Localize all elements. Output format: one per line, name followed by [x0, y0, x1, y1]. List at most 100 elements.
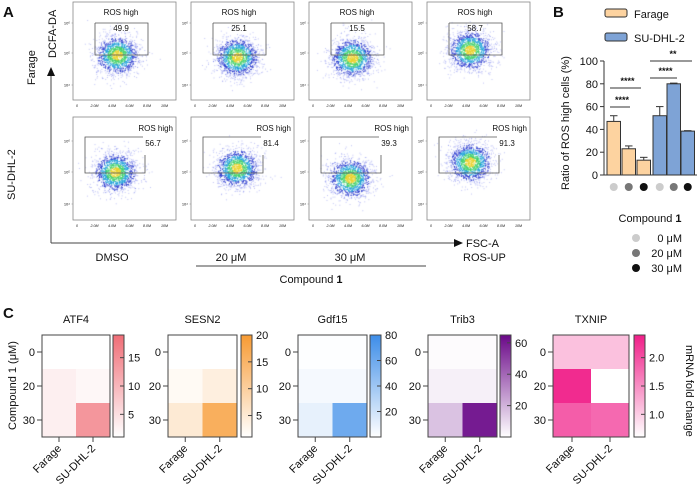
x-tick-label: Farage: [287, 443, 320, 476]
dose-dot: [639, 183, 648, 191]
column-label-dmso: DMSO: [96, 252, 129, 264]
y-tick-label: 30: [23, 415, 35, 427]
y-tick-label: 30: [409, 415, 421, 427]
x-tick-label: 4.0M: [462, 104, 470, 108]
x-tick-label: 8.0M: [261, 104, 269, 108]
y-tick-label: 10⁴: [300, 202, 306, 207]
y-tick-label: 10⁴: [418, 202, 424, 207]
x-tick-label: Farage: [544, 443, 577, 476]
heatmap-cell: [202, 403, 237, 437]
y-tick-label: 100: [580, 56, 598, 68]
heatmap-cell: [42, 335, 76, 369]
heatmap-cell: [76, 403, 110, 437]
bar-chart: 0 20 40 60 80 100 Ratio of ROS high cells (%) F…: [560, 8, 697, 275]
bar: [621, 148, 636, 176]
colorbar-tick-label: 20: [515, 401, 527, 413]
colorbar-tick-label: 60: [515, 338, 527, 350]
heatmap-cell: [168, 403, 203, 437]
y-tick-label: 80: [586, 79, 598, 91]
heatmap-cell: [553, 335, 591, 369]
panel-label-c: C: [3, 305, 14, 322]
heatmap-title: Trib3: [450, 314, 475, 326]
legend-label: SU-DHL-2: [634, 33, 685, 45]
y-tick-label: 10⁴: [182, 202, 188, 207]
x-tick-label: 10M: [279, 104, 286, 108]
y-axis-label: Ratio of ROS high cells (%): [560, 56, 572, 190]
gate: [94, 22, 149, 56]
x-tick-label: 0: [430, 224, 432, 228]
x-tick-label: 8.0M: [497, 104, 505, 108]
y-tick-label: 30: [279, 415, 291, 427]
x-tick-label: 10M: [161, 104, 168, 108]
column-label-30um: 30 μM: [335, 252, 366, 264]
heatmap-cell: [462, 335, 497, 369]
y-tick-label: 0: [415, 347, 421, 359]
heatmap-title: ATF4: [63, 314, 89, 326]
row-label-farage: Farage: [26, 50, 38, 85]
x-tick-label: 2.0M: [208, 104, 217, 108]
gate: [84, 136, 146, 174]
x-tick-label: 8.0M: [379, 104, 387, 108]
legend-label: Farage: [634, 9, 669, 21]
heatmap-cell: [591, 369, 629, 403]
x-tick-label: 2.0M: [208, 224, 217, 228]
gate-label: ROS high: [222, 8, 257, 17]
flow-plots: 10⁶ 10⁵ 10⁴ 0 2.0M 4.0M 6.0M 8.0M 10M ROS high 49.…: [64, 1, 531, 228]
y-tick-label: 0: [29, 347, 35, 359]
y-tick-label: 10⁶: [418, 139, 424, 144]
x-arrow-icon: [454, 239, 463, 247]
flow-plot-frame: [308, 1, 413, 101]
x-tick-label: 10M: [515, 104, 522, 108]
heatmap-cell: [42, 369, 76, 403]
colorbar: [499, 334, 512, 438]
x-tick-label: 0: [194, 104, 196, 108]
x-tick-label: 8.0M: [497, 224, 505, 228]
x-tick-label: 2.0M: [90, 104, 99, 108]
y-axis-label: DCFA-DA: [47, 9, 59, 58]
y-tick-label: 10⁵: [64, 170, 70, 175]
x-tick-label: 2.0M: [326, 104, 335, 108]
x-tick-label: 6.0M: [362, 224, 370, 228]
y-tick-label: 10⁴: [300, 83, 306, 88]
x-tick-label: 10M: [515, 224, 522, 228]
dose-legend-dot: [632, 264, 640, 272]
y-tick-label: 30: [534, 415, 546, 427]
y-tick-label: 10⁶: [182, 21, 188, 26]
heatmap-cell: [76, 369, 110, 403]
y-tick-label: 0: [285, 347, 291, 359]
y-arrow-icon: [47, 67, 55, 76]
y-tick-label: 20: [534, 381, 546, 393]
legend-swatch: [604, 8, 628, 18]
legend-swatch: [604, 32, 628, 42]
heatmap-cell: [332, 403, 367, 437]
x-tick-label: 4.0M: [226, 104, 234, 108]
bar: [666, 83, 681, 176]
heatmap-cell: [332, 369, 367, 403]
x-tick-label: 8.0M: [379, 224, 387, 228]
significance-label: **: [669, 49, 677, 59]
y-tick-label: 10⁵: [182, 51, 188, 56]
x-tick-label: 0: [76, 224, 78, 228]
dose-legend-label: 20 μM: [651, 248, 682, 260]
x-axis-sublabel: ROS-UP: [463, 252, 506, 264]
heatmap-cell: [202, 369, 237, 403]
column-label-20um: 20 μM: [216, 252, 247, 264]
gate: [320, 136, 382, 174]
heatmap-cell: [553, 369, 591, 403]
y-tick-label: 10⁵: [182, 170, 188, 175]
x-tick-label: 4.0M: [108, 224, 116, 228]
x-tick-label: 6.0M: [244, 224, 252, 228]
heatmap-cell: [168, 335, 203, 369]
gate: [438, 136, 500, 174]
flow-plot-frame: [426, 1, 531, 101]
gate: [212, 22, 267, 56]
y-tick-label: 60: [586, 102, 598, 114]
heatmap-cell: [168, 369, 203, 403]
flow-plot-frame: [72, 116, 177, 221]
flow-plot-frame: [426, 116, 531, 221]
x-tick-label: 0: [312, 104, 314, 108]
heatmap-cell: [298, 369, 333, 403]
x-tick-label: 0: [194, 224, 196, 228]
y-tick-label: 10⁶: [300, 21, 306, 26]
x-tick-label: 8.0M: [143, 104, 151, 108]
